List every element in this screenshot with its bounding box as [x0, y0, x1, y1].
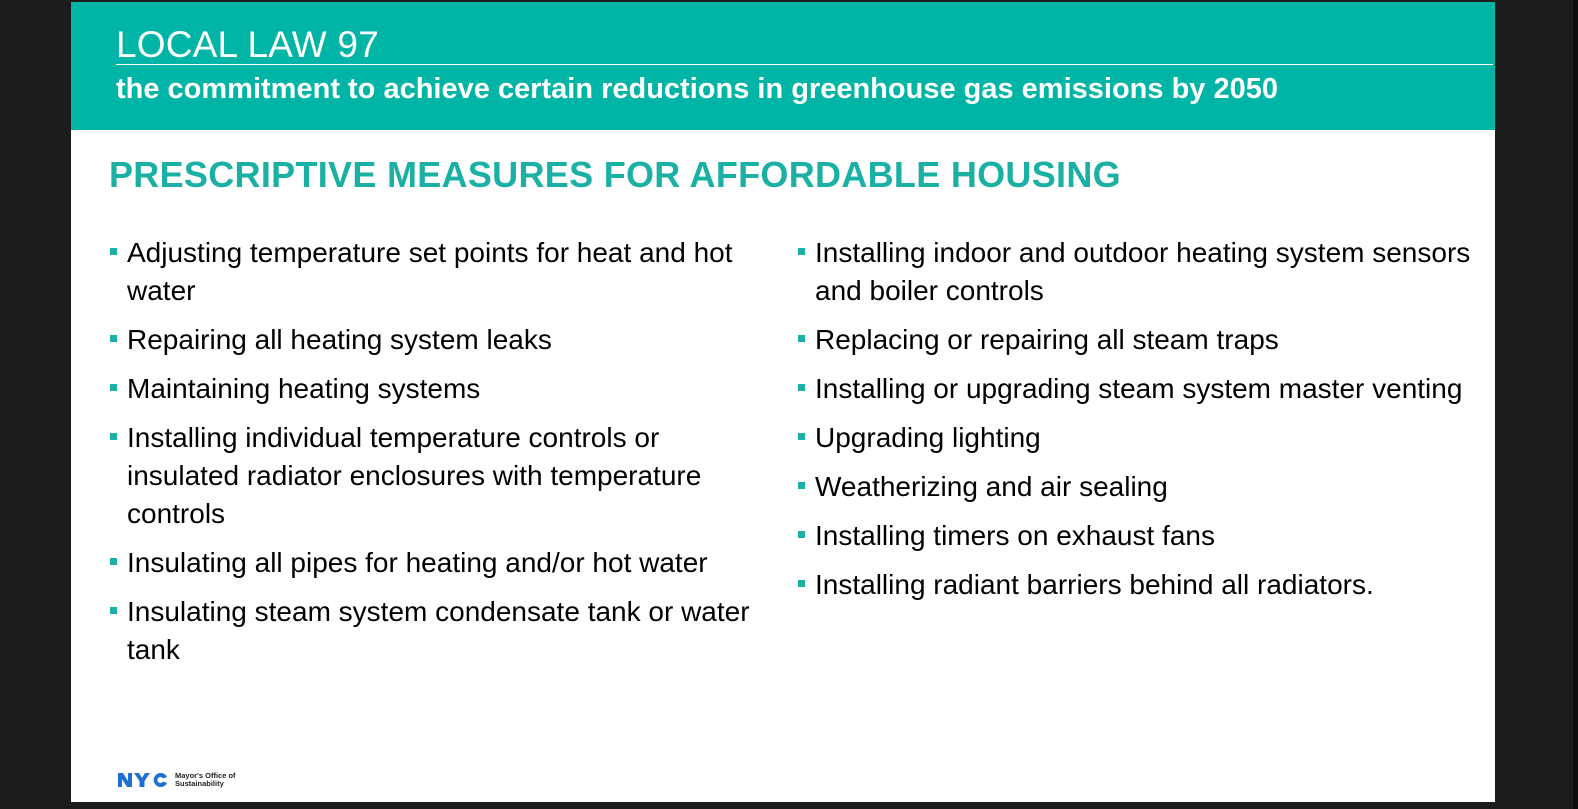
list-item-text: Installing or upgrading steam system mas…	[815, 373, 1463, 404]
slide: LOCAL LAW 97 the commitment to achieve c…	[71, 2, 1495, 802]
title-banner: LOCAL LAW 97 the commitment to achieve c…	[71, 2, 1495, 130]
banner-divider	[116, 64, 1493, 65]
list-item-text: Replacing or repairing all steam traps	[815, 324, 1279, 355]
list-item: Installing or upgrading steam system mas…	[797, 370, 1477, 408]
list-item-text: Repairing all heating system leaks	[127, 324, 552, 355]
square-bullet-icon	[110, 433, 117, 440]
list-item: Installing individual temperature contro…	[109, 419, 769, 533]
list-item-text: Installing radiant barriers behind all r…	[815, 569, 1374, 600]
slide-heading: PRESCRIPTIVE MEASURES FOR AFFORDABLE HOU…	[109, 154, 1121, 195]
list-item: Installing timers on exhaust fans	[797, 517, 1477, 555]
banner-subtitle: the commitment to achieve certain reduct…	[116, 73, 1278, 105]
square-bullet-icon	[110, 335, 117, 342]
nyc-logo-icon	[118, 773, 167, 787]
list-item: Maintaining heating systems	[109, 370, 769, 408]
list-item: Installing indoor and outdoor heating sy…	[797, 234, 1477, 310]
list-item: Upgrading lighting	[797, 419, 1477, 457]
square-bullet-icon	[798, 580, 805, 587]
left-bullet-list: Adjusting temperature set points for hea…	[109, 234, 769, 680]
list-item-text: Adjusting temperature set points for hea…	[127, 237, 733, 306]
list-item-text: Insulating all pipes for heating and/or …	[127, 547, 708, 578]
logo-text: Mayor's Office of Sustainability	[175, 772, 245, 788]
list-item: Adjusting temperature set points for hea…	[109, 234, 769, 310]
square-bullet-icon	[798, 433, 805, 440]
nyc-mayors-office-logo: Mayor's Office of Sustainability	[117, 768, 245, 792]
list-item-text: Upgrading lighting	[815, 422, 1041, 453]
list-item-text: Installing individual temperature contro…	[127, 422, 702, 529]
list-item-text: Maintaining heating systems	[127, 373, 481, 404]
list-item: Insulating steam system condensate tank …	[109, 593, 769, 669]
square-bullet-icon	[110, 248, 117, 255]
list-item: Replacing or repairing all steam traps	[797, 321, 1477, 359]
square-bullet-icon	[798, 531, 805, 538]
viewer-right-edge	[1573, 0, 1578, 809]
square-bullet-icon	[798, 248, 805, 255]
square-bullet-icon	[798, 384, 805, 391]
square-bullet-icon	[110, 558, 117, 565]
logo-line-1: Mayor's Office of	[175, 771, 236, 780]
square-bullet-icon	[110, 607, 117, 614]
list-item-text: Installing indoor and outdoor heating sy…	[815, 237, 1471, 306]
list-item: Repairing all heating system leaks	[109, 321, 769, 359]
list-item: Weatherizing and air sealing	[797, 468, 1477, 506]
banner-title: LOCAL LAW 97	[116, 24, 379, 65]
list-item: Installing radiant barriers behind all r…	[797, 566, 1477, 604]
square-bullet-icon	[798, 335, 805, 342]
list-item-text: Installing timers on exhaust fans	[815, 520, 1215, 551]
logo-line-2: Sustainability	[175, 779, 224, 788]
square-bullet-icon	[798, 482, 805, 489]
list-item: Insulating all pipes for heating and/or …	[109, 544, 769, 582]
square-bullet-icon	[110, 384, 117, 391]
list-item-text: Insulating steam system condensate tank …	[127, 596, 750, 665]
right-bullet-list: Installing indoor and outdoor heating sy…	[797, 234, 1477, 615]
list-item-text: Weatherizing and air sealing	[815, 471, 1168, 502]
